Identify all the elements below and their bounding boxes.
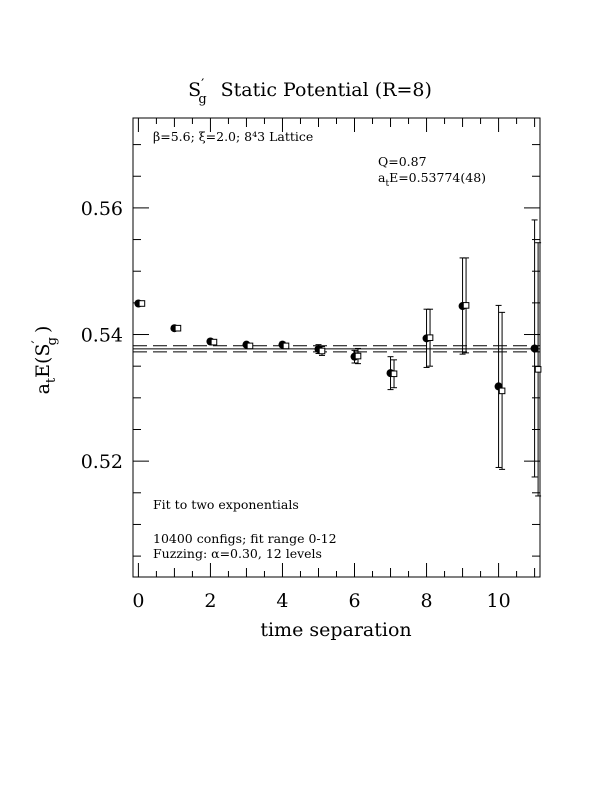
data-point-square: [498, 387, 506, 395]
x-tick-label: 0: [132, 590, 144, 612]
ylabel-sub: g: [45, 337, 60, 345]
axis-tick-labels: 0 2 4 6 8 10 0.52 0.54 0.56: [81, 198, 511, 612]
title-symbol-sub: g: [198, 92, 206, 107]
x-axis-title: time separation: [260, 619, 411, 641]
data-point-square: [282, 342, 290, 350]
y-tick-label: 0.52: [81, 451, 123, 473]
data-point-square: [138, 300, 146, 307]
x-tick-label: 4: [276, 590, 288, 612]
energy-value: E=0.53774(48): [389, 170, 486, 185]
data-point-square: [246, 342, 254, 350]
ylabel-prefix-sub: t: [44, 377, 59, 383]
data-point-square: [210, 338, 218, 346]
title-symbol: S: [188, 79, 201, 101]
y-tick-label: 0.56: [81, 198, 123, 220]
title-rest: Static Potential (R=8): [221, 79, 432, 101]
x-tick-label: 10: [486, 590, 510, 612]
data-point-circle: [530, 344, 539, 353]
ylabel-prefix: a: [32, 383, 54, 394]
configs-annotation: 10400 configs; fit range 0-12: [153, 531, 337, 546]
energy-sub: t: [385, 179, 389, 189]
ylabel-sup: ′: [30, 340, 46, 343]
y-axis-title: atE(S′g): [30, 326, 60, 395]
series-open-squares: [138, 242, 542, 497]
energy-prefix: a: [378, 170, 386, 185]
data-point-square: [390, 370, 398, 378]
data-point-square: [318, 347, 326, 355]
fit-band: [133, 345, 540, 353]
x-tick-label: 8: [420, 590, 432, 612]
fuzzing-annotation: Fuzzing: α=0.30, 12 levels: [153, 546, 322, 561]
chart-title: S′ g Static Potential (R=8): [188, 77, 432, 107]
y-tick-label: 0.54: [81, 325, 123, 347]
lattice-annotation: β=5.6; ξ=2.0; 8⁴3 Lattice: [153, 129, 313, 144]
x-tick-label: 6: [348, 590, 360, 612]
data-point-square: [354, 352, 362, 360]
q-value-annotation: Q=0.87: [378, 154, 427, 169]
energy-annotation: atE=0.53774(48): [378, 170, 486, 189]
ylabel-main: E(S: [32, 344, 54, 378]
data-point-square: [426, 334, 434, 341]
data-point-square: [462, 302, 470, 309]
axis-ticks: [133, 118, 540, 577]
title-symbol-sup: ′: [201, 77, 204, 93]
x-tick-label: 2: [204, 590, 216, 612]
data-point-square: [534, 366, 542, 373]
ylabel-close: ): [32, 326, 54, 333]
data-point-square: [174, 324, 182, 332]
fit-note-annotation: Fit to two exponentials: [153, 497, 299, 512]
